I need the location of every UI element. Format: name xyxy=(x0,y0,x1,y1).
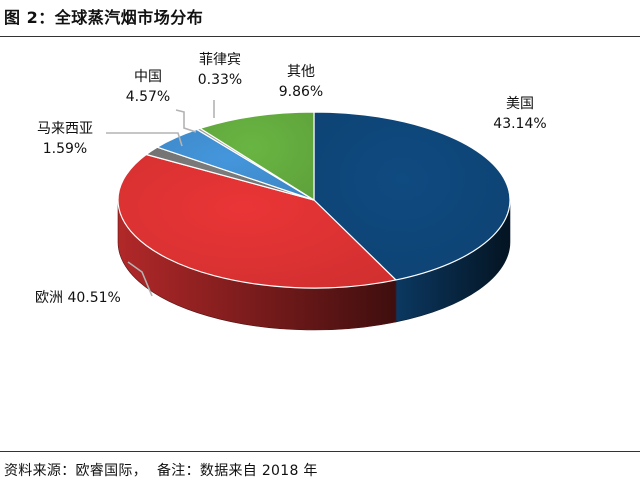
pie-slice xyxy=(117,153,397,289)
top-rule xyxy=(0,36,640,37)
leader-line xyxy=(175,109,197,133)
pie-slice xyxy=(313,111,511,281)
bottom-rule xyxy=(0,451,640,452)
slice-value-label: 9.86% xyxy=(279,84,323,100)
leader-line xyxy=(127,261,153,297)
data-note: 备注：数据来自 2018 年 xyxy=(157,463,318,479)
pie-slice xyxy=(199,111,315,201)
slice-label: 中国 xyxy=(134,69,162,85)
pie-chart: 美国 43.14% 欧洲 40.51% 马来西亚 1.59% 中国 4.57% 菲律宾 0.33… xyxy=(35,52,547,331)
slice-label: 菲律宾 xyxy=(199,52,241,68)
figure-title: 图 2：全球蒸汽烟市场分布 xyxy=(4,8,204,27)
slice-label: 美国 xyxy=(506,96,534,112)
slice-value-label: 1.59% xyxy=(43,141,87,157)
slice-label: 其他 xyxy=(287,64,315,80)
source-label: 资料来源：欧睿国际， xyxy=(4,463,147,479)
slice-value-label: 0.33% xyxy=(198,72,242,88)
source-note: 资料来源：欧睿国际， 备注：数据来自 2018 年 xyxy=(4,460,318,480)
slice-value-label: 4.57% xyxy=(126,89,170,105)
slice-label: 马来西亚 xyxy=(37,121,93,137)
slice-label: 欧洲 40.51% xyxy=(35,290,121,306)
slice-value-label: 40.51% xyxy=(67,290,120,306)
slice-value-label: 43.14% xyxy=(493,116,546,132)
leader-line xyxy=(106,132,183,147)
